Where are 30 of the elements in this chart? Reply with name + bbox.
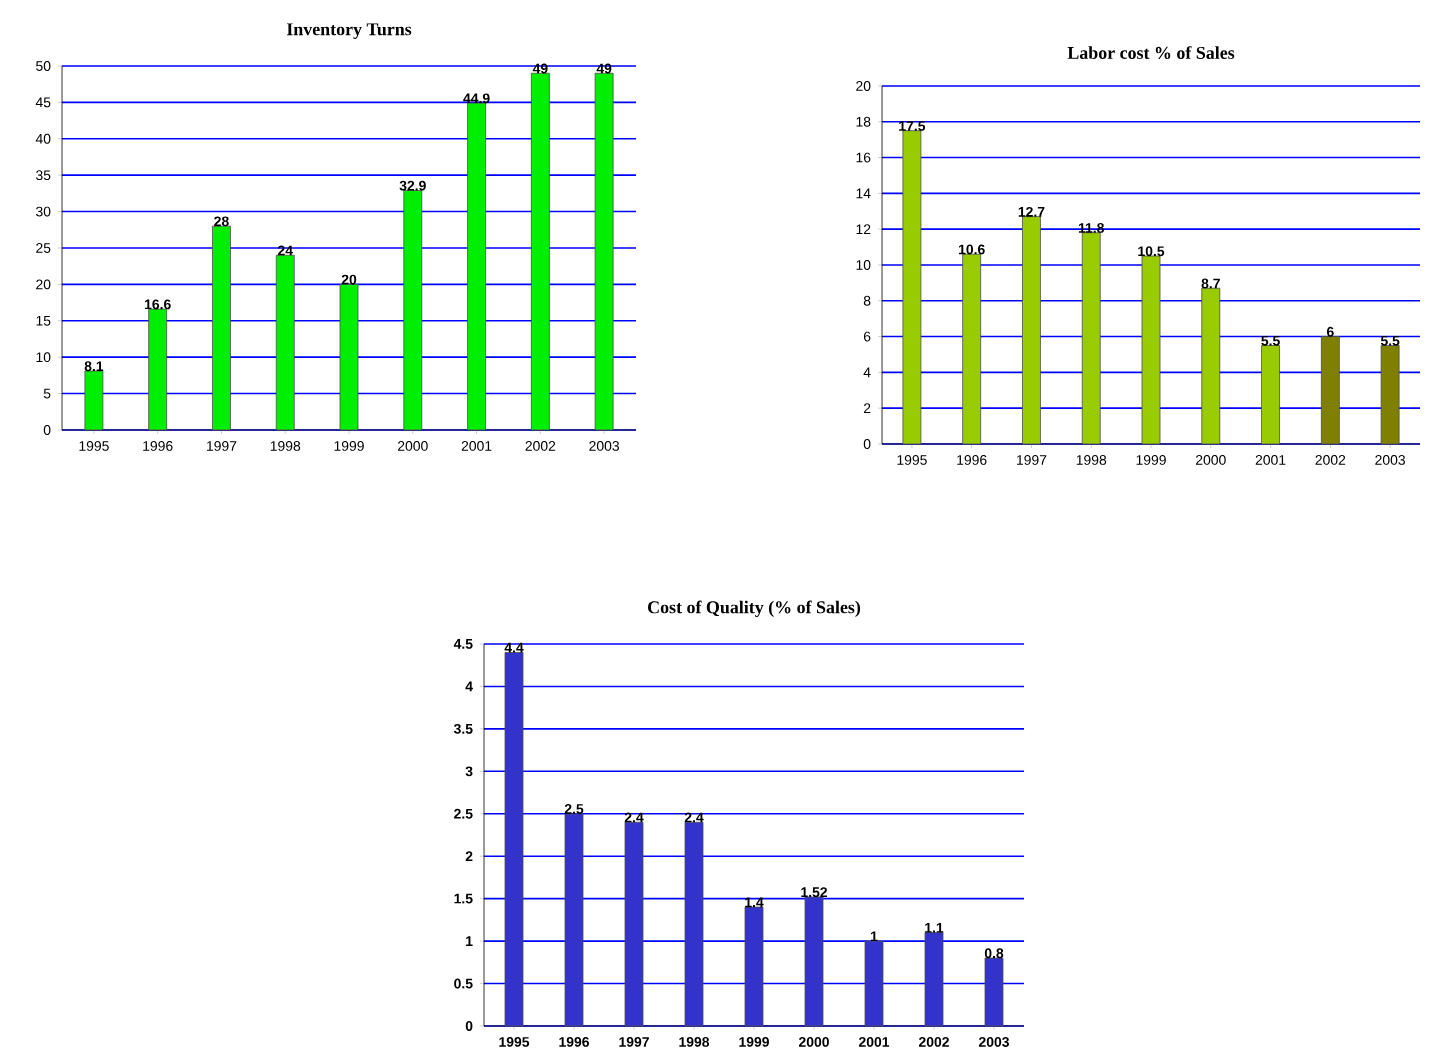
bar [339, 283, 359, 431]
chart-title: Labor cost % of Sales [1067, 46, 1235, 60]
bar [624, 821, 644, 1027]
bar [1201, 287, 1221, 445]
bar [864, 940, 884, 1027]
bar [467, 102, 486, 431]
bar [1261, 345, 1280, 445]
bar [962, 253, 982, 445]
bar [804, 896, 824, 1027]
bar [530, 72, 550, 431]
bar [594, 72, 614, 431]
bar [564, 813, 584, 1027]
bar [84, 370, 104, 431]
bar [684, 821, 704, 1027]
bar [1141, 255, 1161, 445]
bar [984, 957, 1004, 1027]
chart-title: Inventory Turns [286, 23, 412, 40]
bar [1081, 232, 1101, 445]
bar [1380, 345, 1400, 445]
chart-title: Cost of Quality (% of Sales) [648, 600, 861, 618]
bar [924, 932, 944, 1027]
bar [504, 652, 524, 1027]
bar [744, 906, 764, 1027]
bar [148, 308, 168, 431]
bar [1022, 216, 1041, 445]
bar [902, 130, 922, 445]
bar [403, 190, 423, 431]
bar [275, 254, 295, 431]
bar [212, 225, 231, 431]
bar [1320, 336, 1340, 445]
